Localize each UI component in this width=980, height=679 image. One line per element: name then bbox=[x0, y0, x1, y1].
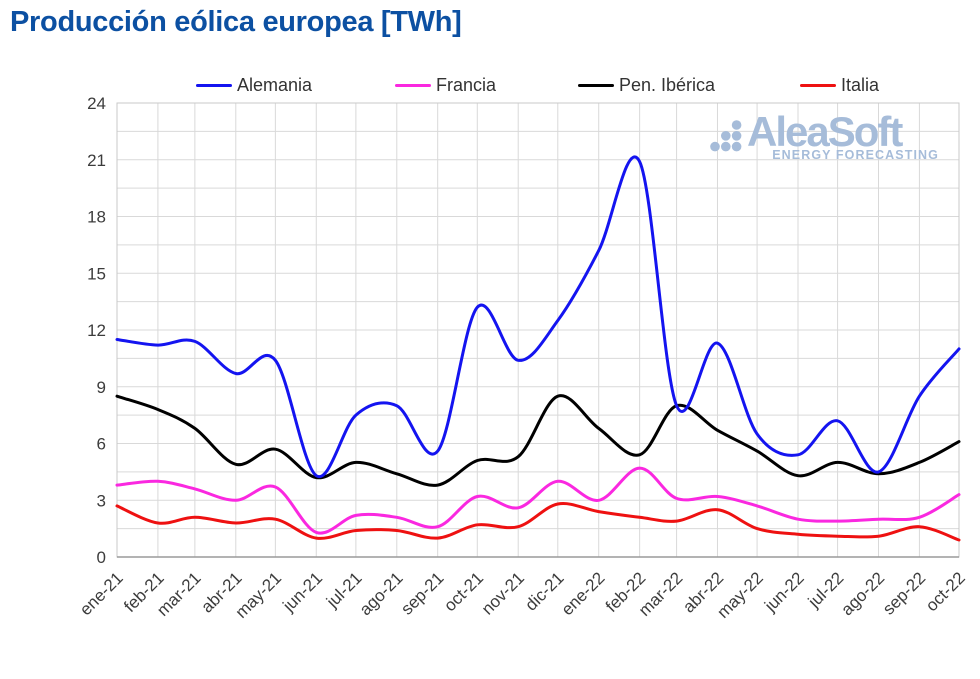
legend-swatch-pen-iberica bbox=[578, 83, 614, 87]
legend-label-pen-iberica: Pen. Ibérica bbox=[619, 74, 716, 95]
x-tick-label: sep-21 bbox=[397, 568, 447, 618]
legend-item-pen-iberica: Pen. Ibérica bbox=[578, 73, 715, 97]
grid-lines bbox=[116, 102, 960, 558]
plot-svg: 0 3 6 9 12 15 18 21 24 ene-21feb-21mar-21abr-21ma… bbox=[76, 94, 969, 622]
x-tick-label: oct-22 bbox=[922, 568, 969, 615]
x-axis-labels: ene-21feb-21mar-21abr-21may-21jun-21jul-… bbox=[76, 568, 969, 622]
x-tick-label: ene-22 bbox=[558, 568, 609, 619]
series-line-francia bbox=[115, 466, 961, 535]
y-tick-label: 0 bbox=[97, 548, 106, 567]
legend-item-alemania: Alemania bbox=[196, 73, 312, 97]
legend-item-francia: Francia bbox=[395, 73, 496, 97]
x-tick-label: sep-22 bbox=[879, 568, 929, 618]
series-line-alemania bbox=[115, 155, 961, 479]
logo-brand: AleaSoft bbox=[747, 108, 903, 155]
y-tick-label: 15 bbox=[87, 264, 106, 283]
chart-legend: Alemania Francia Pen. Ibérica Italia bbox=[0, 73, 980, 97]
y-tick-label: 24 bbox=[87, 94, 106, 113]
y-tick-label: 18 bbox=[87, 208, 106, 227]
legend-label-alemania: Alemania bbox=[237, 74, 313, 95]
chart-title: Producción eólica europea [TWh] bbox=[10, 6, 462, 38]
y-axis-labels: 0 3 6 9 12 15 18 21 24 bbox=[87, 94, 106, 567]
legend-swatch-italia bbox=[800, 83, 836, 87]
legend-swatch-francia bbox=[395, 83, 431, 87]
logo-text: AleaSoft ENERGY FORECASTING bbox=[703, 108, 939, 163]
aleasoft-logo: AleaSoft ENERGY FORECASTING bbox=[703, 111, 939, 162]
x-tick-label: ago-22 bbox=[837, 568, 888, 619]
x-tick-label: nov-21 bbox=[478, 568, 528, 618]
legend-swatch-alemania bbox=[196, 83, 232, 87]
legend-item-italia: Italia bbox=[800, 73, 879, 97]
logo-tagline: ENERGY FORECASTING bbox=[772, 148, 939, 162]
y-tick-label: 3 bbox=[97, 491, 106, 510]
x-tick-label: ene-21 bbox=[76, 568, 127, 619]
y-tick-label: 21 bbox=[87, 151, 106, 170]
y-tick-label: 9 bbox=[97, 378, 106, 397]
logo-dots-icon bbox=[710, 120, 742, 152]
x-tick-label: ago-21 bbox=[356, 568, 407, 619]
series-line-pen-ib-rica bbox=[115, 394, 961, 487]
y-tick-label: 12 bbox=[87, 321, 106, 340]
legend-label-italia: Italia bbox=[841, 74, 880, 95]
series-line-italia bbox=[115, 502, 961, 542]
x-tick-label: jun-22 bbox=[760, 568, 808, 616]
x-tick-label: jun-21 bbox=[279, 568, 327, 616]
y-tick-label: 6 bbox=[97, 435, 106, 454]
legend-label-francia: Francia bbox=[436, 74, 497, 95]
